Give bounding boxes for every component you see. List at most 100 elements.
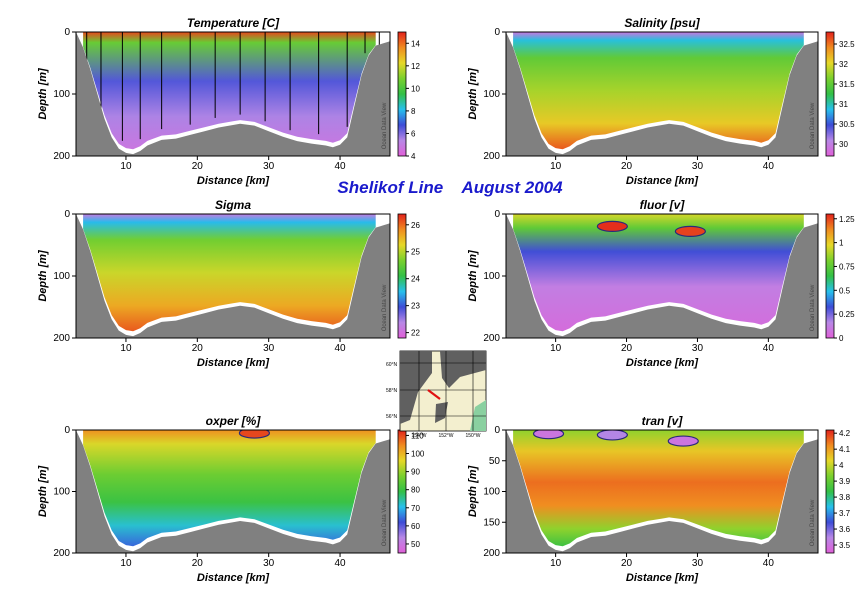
panel-title: tran [v] [642, 414, 684, 428]
plot-area [506, 214, 818, 338]
x-tick-label: 30 [692, 161, 704, 172]
colorbar-tick-label: 1.25 [839, 215, 855, 224]
x-tick-label: 30 [692, 343, 704, 354]
bathymetry-land [76, 430, 390, 553]
panel-3: Sigma 10 20 30 40 0 100 200 Distance [km] Depth [… [37, 198, 420, 369]
colorbar-tick-label: 3.5 [839, 541, 851, 550]
y-tick-label: 0 [494, 209, 500, 220]
colorbar-tick-label: 4.1 [839, 445, 851, 454]
map-lat-label: 58°N [386, 388, 398, 394]
y-tick-label: 100 [53, 487, 70, 498]
x-tick-label: 40 [334, 343, 346, 354]
y-axis-label: Depth [m] [467, 68, 479, 120]
extremum-patch [674, 225, 706, 237]
colorbar-tick-label: 0.5 [839, 286, 851, 295]
plot-area [76, 214, 390, 338]
y-axis-label: Depth [m] [467, 466, 479, 518]
panel-title: oxper [%] [206, 414, 262, 428]
field-section [513, 32, 804, 150]
colorbar-tick-label: 70 [411, 504, 420, 513]
panel-6: tran [v] 10 20 30 40 0 50 100 150 200 Distance [km… [467, 414, 851, 584]
colorbar-tick-label: 12 [411, 62, 420, 71]
y-tick-label: 200 [483, 333, 500, 344]
colorbar-tick-label: 6 [411, 129, 416, 138]
x-tick-label: 10 [550, 558, 562, 569]
colorbar [825, 213, 835, 339]
y-tick-label: 50 [489, 456, 501, 467]
x-tick-label: 40 [334, 161, 346, 172]
y-axis-label: Depth [m] [37, 466, 49, 518]
bathymetry-land [506, 214, 818, 338]
x-tick-label: 30 [263, 558, 275, 569]
y-tick-label: 200 [483, 151, 500, 162]
y-tick-label: 200 [483, 548, 500, 559]
y-tick-label: 200 [53, 548, 70, 559]
colorbar-tick-label: 100 [411, 450, 425, 459]
colorbar [397, 213, 407, 339]
bathymetry-land [76, 32, 390, 156]
y-tick-label: 100 [483, 271, 500, 282]
field-section [513, 430, 804, 547]
map-lon-label: 152°W [438, 433, 453, 439]
y-tick-label: 150 [483, 517, 500, 528]
y-tick-label: 0 [64, 425, 70, 436]
bathymetry-land [506, 32, 818, 156]
colorbar-tick-label: 3.6 [839, 525, 851, 534]
x-tick-label: 10 [550, 343, 562, 354]
extremum-patch [532, 430, 565, 440]
colorbar-tick-label: 1 [839, 239, 844, 248]
extremum-patch [596, 220, 628, 232]
map-lon-label: 150°W [465, 433, 480, 439]
panel-5: oxper [%] 10 20 30 40 0 100 200 Distance [km] Dep… [37, 414, 425, 584]
x-tick-label: 40 [763, 161, 775, 172]
colorbar-tick-label: 3.8 [839, 493, 851, 502]
x-tick-label: 20 [621, 558, 633, 569]
colorbar-tick-label: 4 [411, 152, 416, 161]
x-axis-label: Distance [km] [626, 175, 698, 187]
x-tick-label: 10 [120, 343, 132, 354]
colorbar-tick-label: 4 [839, 461, 844, 470]
x-tick-label: 20 [621, 343, 633, 354]
bathymetry-land [76, 214, 390, 338]
colorbar-tick-label: 4.2 [839, 429, 851, 438]
x-axis-label: Distance [km] [197, 572, 269, 584]
colorbar-tick-label: 23 [411, 302, 420, 311]
y-axis-label: Depth [m] [37, 68, 49, 120]
colorbar-tick-label: 31 [839, 100, 848, 109]
colorbar-tick-label: 32 [839, 60, 848, 69]
watermark: Ocean Data View [382, 499, 388, 546]
colorbar-tick-label: 31.5 [839, 80, 855, 89]
x-tick-label: 10 [120, 161, 132, 172]
colorbar [397, 31, 407, 157]
colorbar-tick-label: 60 [411, 522, 420, 531]
main-title: Shelikof Line August 2004 [337, 178, 563, 197]
colorbar-tick-label: 110 [411, 431, 424, 440]
colorbar-tick-label: 3.9 [839, 477, 851, 486]
map-transect-line [427, 389, 441, 400]
plot-area [506, 32, 818, 156]
y-tick-label: 200 [53, 151, 70, 162]
x-tick-label: 30 [263, 161, 275, 172]
field-section [83, 430, 376, 547]
panel-title: fluor [v] [640, 198, 686, 212]
watermark: Ocean Data View [382, 102, 388, 149]
colorbar-tick-label: 90 [411, 468, 420, 477]
map-lon-label: 154°W [411, 433, 426, 439]
extremum-patch [667, 435, 699, 447]
y-tick-label: 100 [483, 487, 500, 498]
x-tick-label: 40 [763, 558, 775, 569]
y-axis-label: Depth [m] [467, 250, 479, 302]
colorbar-tick-label: 22 [411, 329, 420, 338]
x-tick-label: 10 [550, 161, 562, 172]
map-land-kodiak [435, 402, 448, 423]
plot-area [506, 430, 818, 553]
colorbar-tick-label: 50 [411, 540, 420, 549]
colorbar [397, 429, 407, 554]
colorbar-tick-label: 0.75 [839, 262, 855, 271]
colorbar-tick-label: 32.5 [839, 40, 855, 49]
y-tick-label: 0 [494, 27, 500, 38]
colorbar-tick-label: 14 [411, 39, 420, 48]
